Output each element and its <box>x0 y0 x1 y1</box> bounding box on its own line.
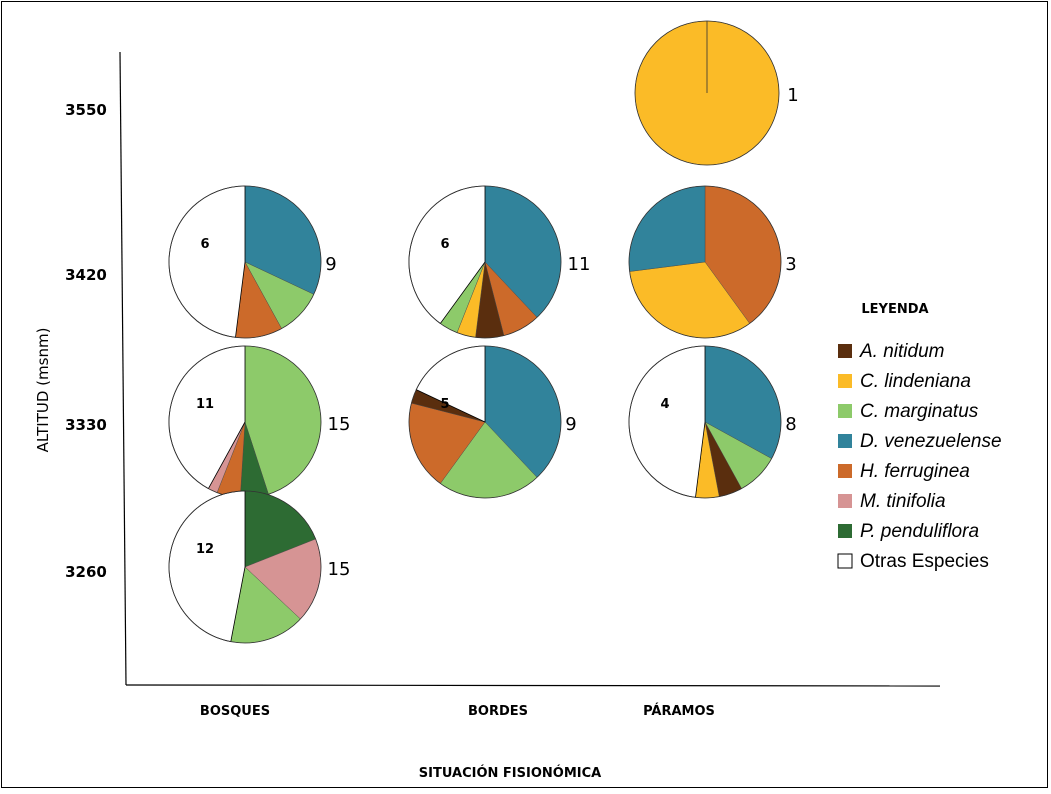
pie-chart: 48 <box>628 345 797 499</box>
x-tick-label: BOSQUES <box>200 704 270 719</box>
x-tick-label: PÁRAMOS <box>643 703 715 719</box>
x-tick-label: BORDES <box>468 704 528 719</box>
pie-total-label: 8 <box>785 414 796 435</box>
pie-slice <box>168 490 246 643</box>
others-count-label: 6 <box>200 237 209 252</box>
pie-slice <box>628 345 706 498</box>
legend-swatch <box>837 553 853 569</box>
legend-swatch <box>838 524 852 538</box>
others-count-label: 4 <box>660 397 669 412</box>
legend-item: H. ferruginea <box>838 461 970 482</box>
legend-swatch <box>838 464 852 478</box>
legend-swatch <box>838 434 852 448</box>
legend-label: M. tinifolia <box>860 491 946 512</box>
legend-item: D. venezuelense <box>838 431 1002 452</box>
pie-total-label: 11 <box>568 254 591 275</box>
legend-item: C. marginatus <box>838 401 979 422</box>
pie-chart: 12 15 <box>168 490 351 644</box>
pie-total-label: 15 <box>328 414 351 435</box>
pie-chart: 59 <box>408 345 577 499</box>
pie-outline <box>168 490 322 644</box>
pie-slice <box>628 185 706 272</box>
legend-item: C. lindeniana <box>838 371 971 392</box>
pie-outline <box>168 185 322 339</box>
legend-item: Otras Especies <box>837 551 989 572</box>
legend: LEYENDA A. nitidum C. lindeniana C. margin… <box>837 302 1002 572</box>
pie-chart: 69 <box>168 185 337 339</box>
y-tick-label: 3260 <box>65 563 107 581</box>
pie-total-label: 9 <box>325 254 336 275</box>
legend-swatch <box>838 374 852 388</box>
legend-swatch <box>838 404 852 418</box>
y-tick-label: 3420 <box>65 266 107 284</box>
pie-outline <box>628 185 782 339</box>
y-tick-label: 3550 <box>65 101 107 119</box>
x-axis-line <box>125 684 941 687</box>
y-axis-line <box>119 51 127 686</box>
others-count-label: 5 <box>440 397 449 412</box>
legend-label: P. penduliflora <box>860 521 979 542</box>
y-axis-title: ALTITUD (msnm) <box>34 328 52 453</box>
x-axis-title: SITUACIÓN FISIONÓMICA <box>419 765 601 781</box>
legend-title: LEYENDA <box>861 302 928 317</box>
legend-label: D. venezuelense <box>860 431 1002 452</box>
y-tick-label: 3330 <box>65 416 107 434</box>
pie-total-label: 3 <box>785 254 796 275</box>
legend-label: C. lindeniana <box>860 371 971 392</box>
others-count-label: 11 <box>196 397 214 412</box>
legend-label: Otras Especies <box>860 551 989 572</box>
others-count-label: 12 <box>196 542 214 557</box>
legend-label: H. ferruginea <box>860 461 970 482</box>
pie-total-label: 9 <box>565 414 576 435</box>
legend-swatch <box>838 344 852 358</box>
legend-label: C. marginatus <box>860 401 979 422</box>
pie-slice <box>168 185 246 338</box>
legend-item: A. nitidum <box>838 341 944 362</box>
pie-total-label: 1 <box>787 85 798 106</box>
pie-chart: 6 11 <box>408 185 591 339</box>
legend-swatch <box>838 494 852 508</box>
others-count-label: 6 <box>440 237 449 252</box>
legend-label: A. nitidum <box>859 341 944 362</box>
pie-chart: 11 15 <box>168 345 351 499</box>
legend-item: M. tinifolia <box>838 491 946 512</box>
pie-total-label: 15 <box>328 559 351 580</box>
legend-item: P. penduliflora <box>838 521 979 542</box>
pie-outline <box>408 185 562 339</box>
pie-chart: 1 <box>634 20 799 166</box>
pie-chart: 3 <box>628 185 797 339</box>
pie-outline <box>408 345 562 499</box>
pie-outline <box>628 345 782 499</box>
